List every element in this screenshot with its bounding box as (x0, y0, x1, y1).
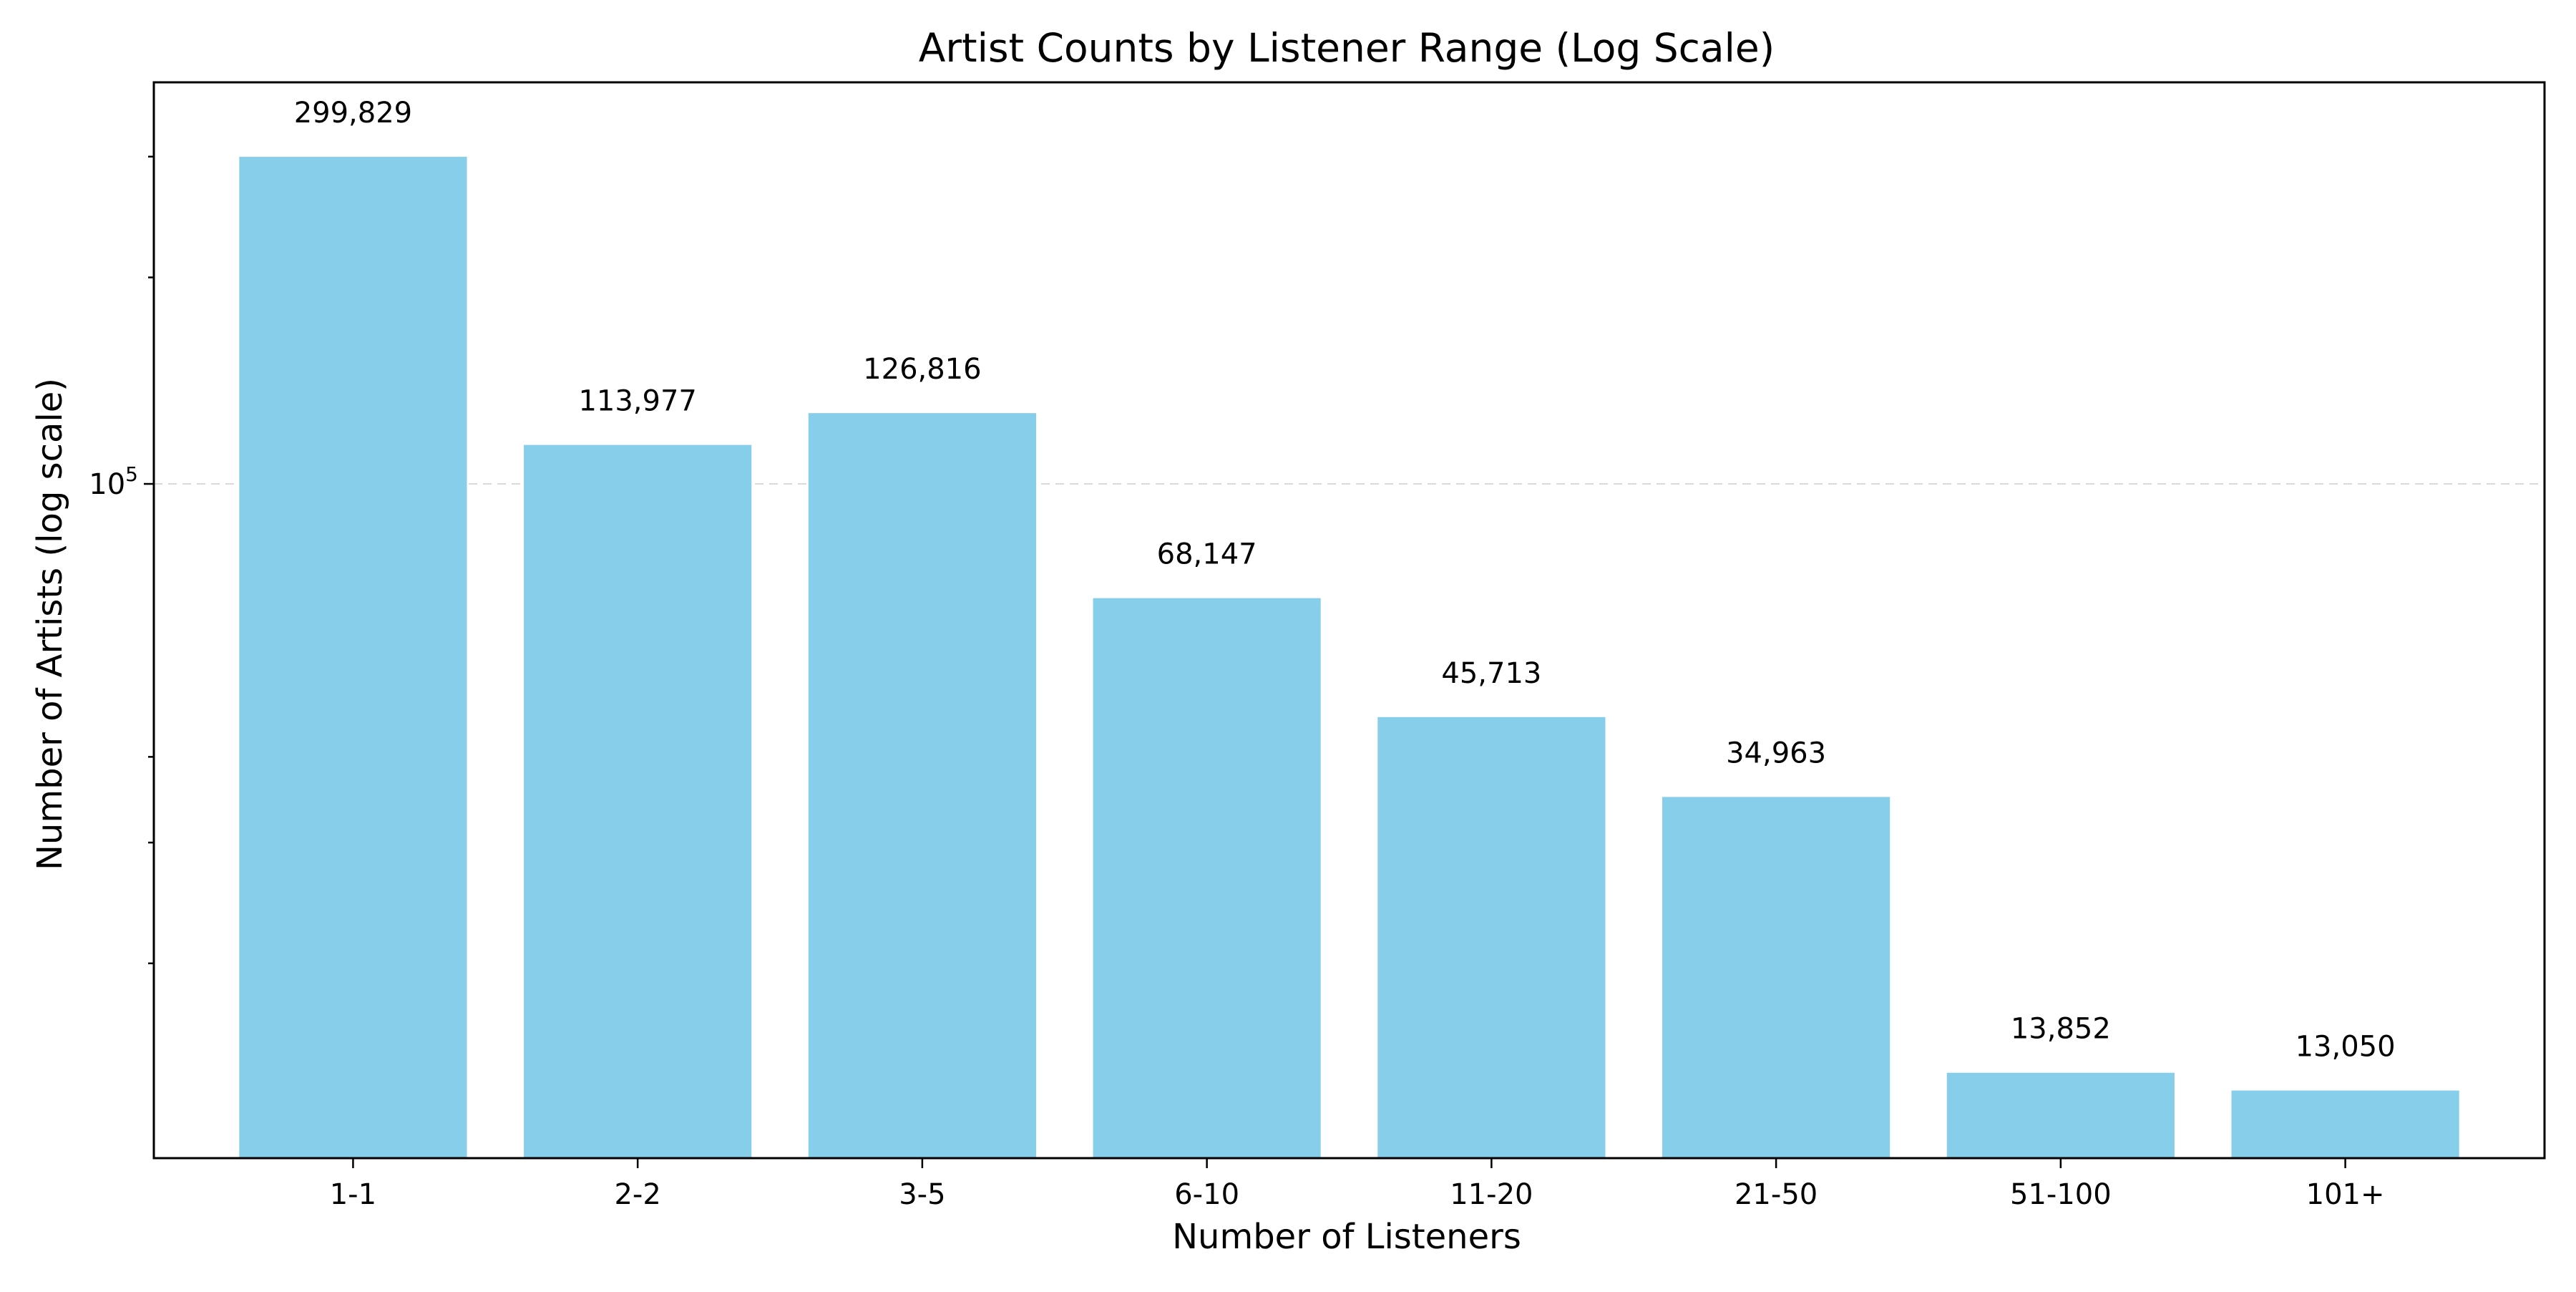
data-label: 45,713 (1441, 657, 1541, 690)
bar (2231, 1090, 2459, 1158)
x-tick-label: 1-1 (330, 1178, 376, 1211)
bar (808, 413, 1036, 1158)
x-axis-label: Number of Listeners (1172, 1217, 1521, 1257)
bar (1662, 797, 1890, 1158)
x-axis-ticks: 1-1 2-2 3-5 6-10 11-20 21-50 51-100 101+ (330, 1158, 2385, 1211)
chart-title: Artist Counts by Listener Range (Log Sca… (919, 25, 1775, 71)
data-label-layer: 299,829 113,977 126,816 68,147 45,713 34,963 1… (294, 97, 2396, 1063)
data-label: 34,963 (1726, 737, 1826, 769)
bar-layer (239, 157, 2459, 1158)
x-tick-label: 101+ (2306, 1178, 2385, 1211)
data-label: 113,977 (578, 385, 696, 418)
x-tick-label: 21-50 (1735, 1178, 1818, 1211)
bar (239, 157, 467, 1158)
bar (1377, 717, 1606, 1158)
y-axis-ticks: 105 (89, 155, 154, 965)
data-label: 13,050 (2296, 1031, 2396, 1064)
data-label: 126,816 (863, 353, 981, 386)
data-label: 299,829 (294, 97, 412, 130)
x-tick-label: 6-10 (1174, 1178, 1239, 1211)
x-tick-label: 3-5 (899, 1178, 945, 1211)
data-label: 68,147 (1157, 538, 1257, 571)
y-tick-label: 105 (89, 462, 138, 501)
x-tick-label: 11-20 (1450, 1178, 1533, 1211)
bar (524, 445, 752, 1158)
plot-frame (152, 81, 2546, 1160)
data-label: 13,852 (2011, 1013, 2111, 1046)
bar (1946, 1072, 2175, 1158)
y-axis-label: Number of Artists (log scale) (30, 378, 70, 870)
x-tick-label: 2-2 (614, 1178, 660, 1211)
bar (1093, 598, 1321, 1158)
x-tick-label: 51-100 (2010, 1178, 2112, 1211)
